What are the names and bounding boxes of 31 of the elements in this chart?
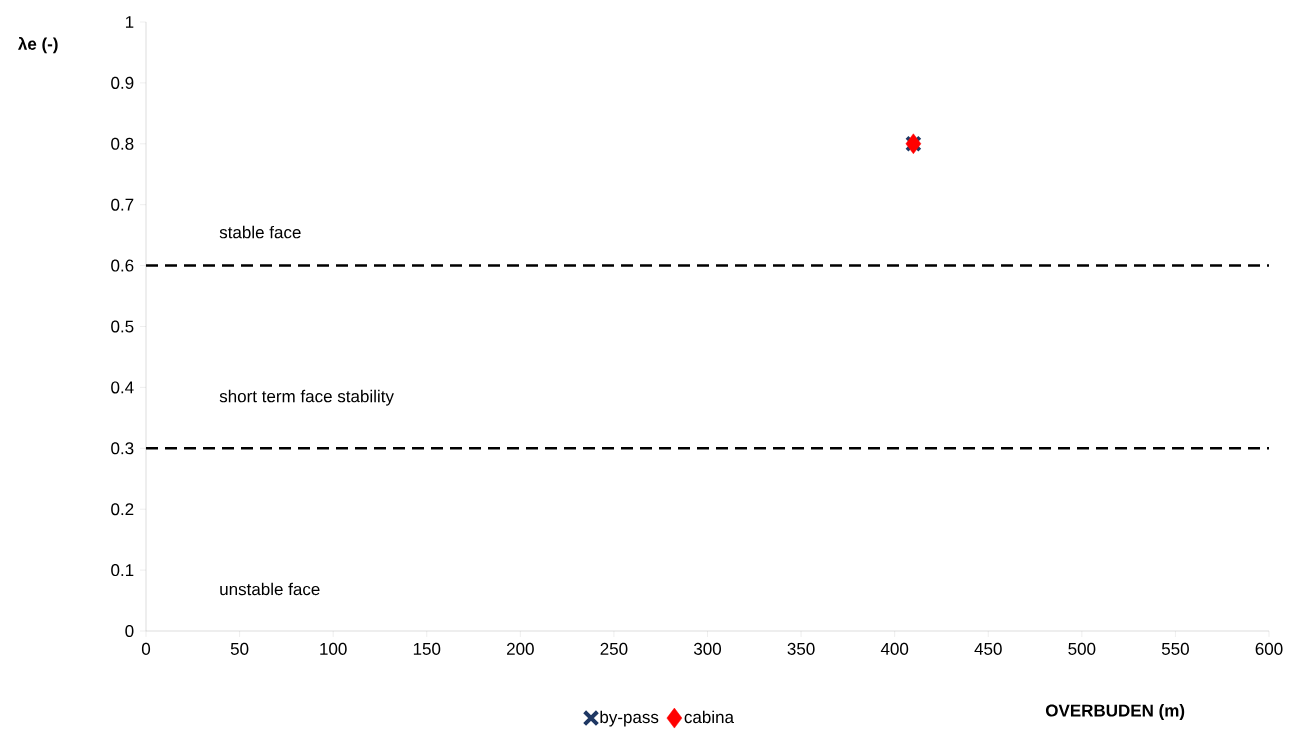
x-tick-label: 250	[600, 642, 628, 655]
y-tick-label: 0.6	[111, 259, 134, 272]
legend-label: cabina	[684, 710, 734, 724]
y-tick-label: 0.9	[111, 76, 134, 89]
x-tick-label: 0	[141, 642, 151, 655]
y-tick-label: 0.2	[111, 503, 134, 516]
x-tick-label: 500	[1068, 642, 1096, 655]
x-tick-label: 300	[693, 642, 722, 655]
y-tick-label: 0.4	[111, 381, 134, 394]
y-axis-title: λe (-)	[17, 36, 58, 54]
y-tick-label: 0.5	[111, 320, 134, 333]
annotation: short term face stability	[219, 389, 394, 406]
legend-label: by-pass	[600, 710, 659, 727]
x-tick-label: 400	[880, 642, 909, 655]
x-tick-label: 100	[320, 642, 347, 655]
x-tick-label: 150	[413, 642, 441, 655]
y-tick-label: 0.7	[111, 198, 134, 211]
y-tick-label: 0	[125, 624, 134, 638]
x-tick-label: 350	[787, 642, 815, 655]
x-tick-label: 600	[1255, 642, 1283, 655]
x-tick-label: 50	[230, 642, 249, 655]
x-tick-label: 200	[507, 642, 534, 655]
x-tick-label: 550	[1161, 642, 1189, 655]
x-axis-title: OVERBUDEN (m)	[1045, 704, 1185, 720]
annotation: unstable face	[220, 582, 320, 596]
y-tick-label: 0.1	[111, 564, 134, 577]
y-tick-label: 0.8	[111, 137, 134, 150]
y-tick-label: 1	[125, 16, 134, 28]
x-tick-label: 450	[974, 642, 1002, 655]
annotation: stable face	[219, 225, 301, 239]
y-tick-label: 0.3	[111, 442, 134, 455]
